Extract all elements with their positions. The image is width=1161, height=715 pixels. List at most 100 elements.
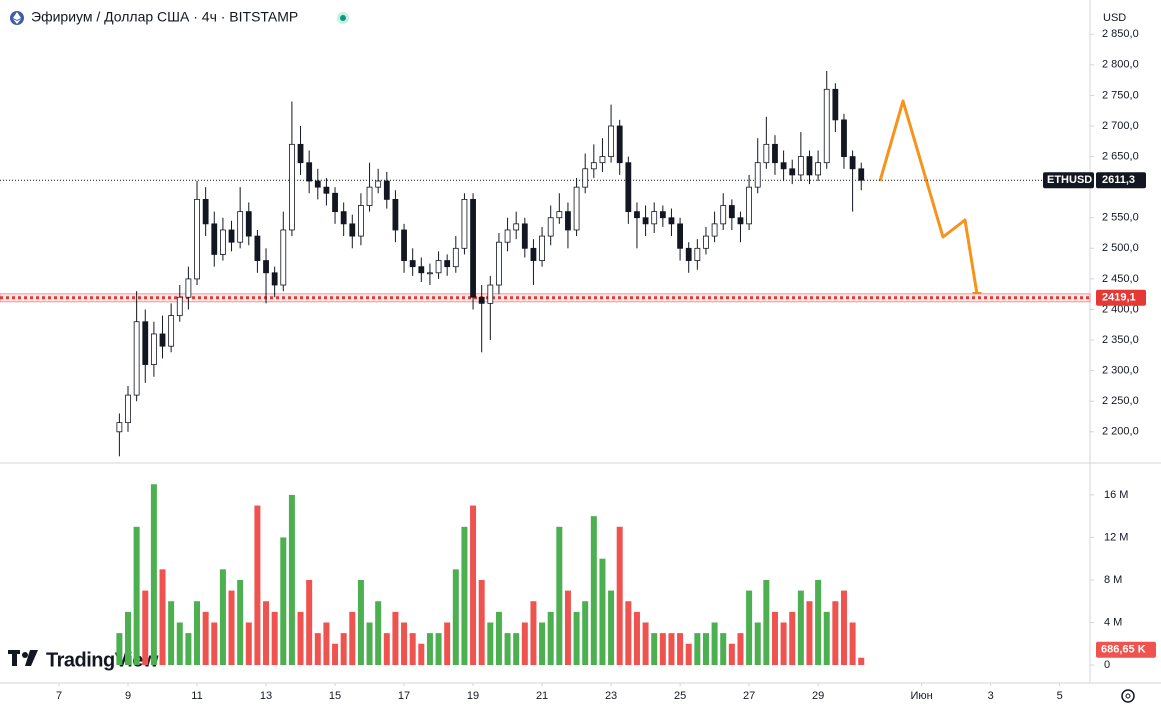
volume-bar <box>582 601 589 666</box>
logo-mark <box>12 650 17 666</box>
candle-body <box>392 198 399 231</box>
volume-bar <box>340 633 347 666</box>
candle-body <box>202 198 209 225</box>
volume-bar <box>737 633 744 666</box>
candle-body <box>478 296 485 304</box>
candle-body <box>133 321 140 396</box>
settings-icon[interactable] <box>1121 689 1135 703</box>
x-tick-label: 29 <box>812 690 824 702</box>
candle-body <box>530 247 537 261</box>
logo-mark <box>22 652 28 658</box>
volume-bar <box>426 633 433 666</box>
candle-body <box>168 315 175 347</box>
volume-bar <box>789 611 796 666</box>
currency-button-bg[interactable] <box>1096 6 1136 30</box>
volume-bar <box>219 569 226 666</box>
candle-body <box>245 211 252 237</box>
forecast-path[interactable] <box>878 99 979 295</box>
candle-body <box>642 217 649 225</box>
volume-bar <box>297 611 304 666</box>
volume-bar <box>763 579 770 666</box>
volume-bar <box>470 505 477 666</box>
y-tick-label: 2 250,0 <box>1102 395 1139 407</box>
y-tick-label: 2 700,0 <box>1102 120 1139 132</box>
x-tick-label: 5 <box>1057 690 1063 702</box>
volume-tick-label: 4 M <box>1104 616 1122 628</box>
y-tick-label: 2 450,0 <box>1102 273 1139 285</box>
y-tick-label: 2 750,0 <box>1102 89 1139 101</box>
candle-body <box>659 211 666 219</box>
volume-bar <box>168 601 175 666</box>
volume-tick-label: 16 M <box>1104 489 1128 501</box>
volume-bar <box>539 622 546 666</box>
candle-body <box>720 205 727 225</box>
volume-bar <box>185 633 192 666</box>
candle-body <box>314 180 321 188</box>
volume-bar <box>590 516 597 666</box>
volume-bar <box>133 526 140 666</box>
candle-body <box>116 422 123 433</box>
x-tick-label: 3 <box>988 690 994 702</box>
candle-body <box>125 394 131 424</box>
symbol-title[interactable]: Эфириум / Доллар США · 4ч · BITSTAMP <box>31 9 298 25</box>
volume-bar <box>237 579 244 666</box>
volume-bar <box>125 611 132 666</box>
candle-body <box>685 247 692 261</box>
volume-bar <box>521 622 528 666</box>
candle-body <box>780 162 787 170</box>
volume-bar <box>271 611 278 666</box>
volume-bar <box>357 579 364 666</box>
volume-bar <box>815 579 822 666</box>
candle-body <box>461 198 468 249</box>
candle-body <box>142 321 149 365</box>
volume-bar <box>349 611 356 666</box>
volume-bar <box>780 622 787 666</box>
volume-bar <box>547 611 554 666</box>
candle-body <box>841 119 847 157</box>
volume-bar <box>401 622 408 666</box>
volume-bar <box>418 643 425 666</box>
candle-body <box>237 211 244 243</box>
candle-body <box>366 186 373 206</box>
symbol-tag: ETHUSD <box>1047 174 1092 186</box>
candle-body <box>625 162 632 213</box>
currency[interactable]: USD <box>1103 12 1126 24</box>
x-tick-label: 13 <box>260 690 272 702</box>
volume-bar <box>599 558 606 666</box>
volume-bar <box>211 622 218 666</box>
candle-body <box>806 156 813 176</box>
volume-bar <box>797 590 804 666</box>
candle-body <box>703 235 709 249</box>
volume-tick-label: 12 M <box>1104 531 1128 543</box>
volume-bar <box>564 590 571 666</box>
volume-bar <box>625 601 632 666</box>
candle-body <box>832 88 839 121</box>
candle-body <box>349 223 356 237</box>
volume-bar <box>530 601 537 666</box>
volume-bar <box>314 633 321 666</box>
candle-body <box>271 272 278 286</box>
volume-bar <box>832 601 839 666</box>
x-tick-label: 17 <box>398 690 410 702</box>
level-tag-bg <box>1096 289 1146 306</box>
volume-bar <box>487 622 494 666</box>
volume-bar <box>176 622 183 666</box>
candle-body <box>289 143 295 231</box>
x-tick-label: 21 <box>536 690 548 702</box>
candle-body <box>263 260 269 274</box>
candle-body <box>599 156 606 164</box>
candle-body <box>711 223 718 237</box>
volume-bar <box>746 590 753 666</box>
candle-body <box>746 186 752 225</box>
candle-body <box>565 211 571 231</box>
candle-body <box>694 247 701 261</box>
volume-bar <box>392 611 399 666</box>
volume-bar <box>263 601 270 666</box>
candles <box>116 70 865 666</box>
volume-bar <box>366 622 373 666</box>
candle-body <box>521 223 528 249</box>
volume-tick-label: 0 <box>1104 659 1110 671</box>
volume-tick-label: 8 M <box>1104 574 1122 586</box>
volume-bar <box>228 590 235 666</box>
